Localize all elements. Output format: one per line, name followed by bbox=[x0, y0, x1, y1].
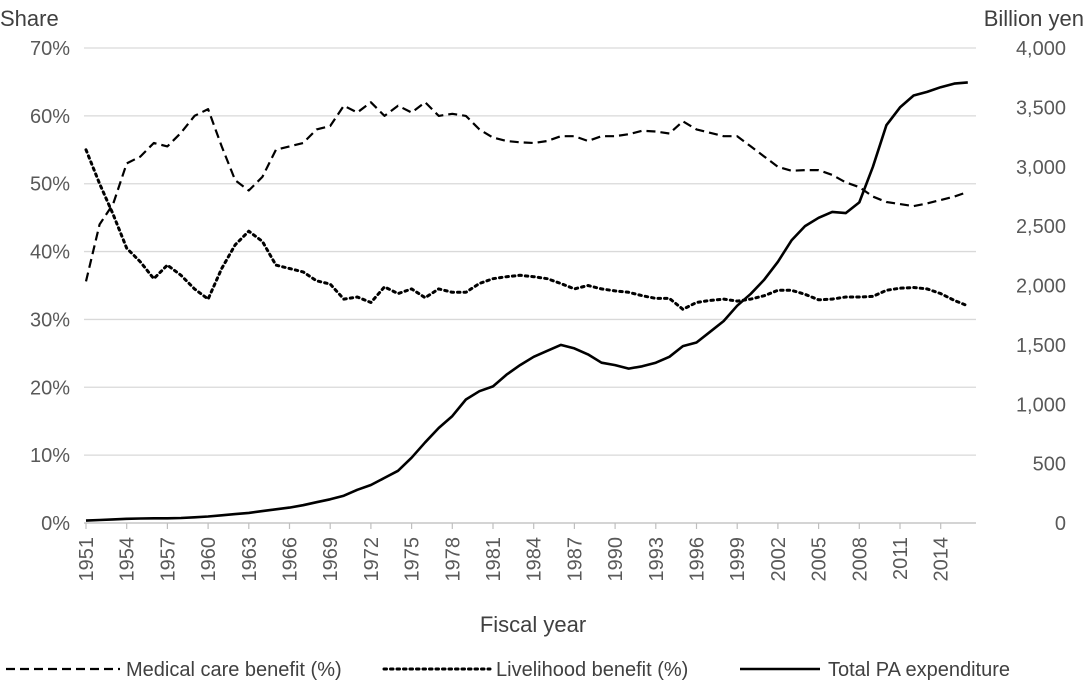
x-tick-label: 1993 bbox=[646, 537, 668, 582]
left-tick-label: 0% bbox=[41, 513, 70, 535]
left-tick-label: 50% bbox=[30, 174, 70, 196]
x-tick-label: 2014 bbox=[931, 537, 953, 582]
legend-label-total: Total PA expenditure bbox=[828, 659, 1010, 681]
x-tick-label: 1987 bbox=[564, 537, 586, 582]
right-axis-title: Billion yen bbox=[984, 6, 1084, 31]
left-tick-label: 20% bbox=[30, 377, 70, 399]
x-tick-label: 2008 bbox=[849, 537, 871, 582]
x-tick-label: 1981 bbox=[483, 537, 505, 582]
series-lines bbox=[84, 81, 970, 522]
x-axis-ticks: 1951 1954 1957 1960 1963 1966 1969 1972 1975 1978… bbox=[76, 523, 953, 582]
series-line-total-pa-expenditure bbox=[85, 81, 968, 522]
right-tick-label: 500 bbox=[1033, 454, 1066, 476]
right-tick-label: 1,000 bbox=[1016, 394, 1066, 416]
right-tick-label: 4,000 bbox=[1016, 38, 1066, 60]
x-tick-label: 1996 bbox=[687, 537, 709, 582]
gridlines bbox=[84, 47, 976, 524]
right-tick-label: 3,500 bbox=[1016, 97, 1066, 119]
legend-label-medical: Medical care benefit (%) bbox=[126, 659, 342, 681]
x-axis-title: Fiscal year bbox=[480, 612, 586, 637]
right-tick-label: 3,000 bbox=[1016, 157, 1066, 179]
left-axis-ticks: 0% 10% 20% 30% 40% 50% 60% 70% bbox=[30, 38, 70, 535]
x-tick-label: 1966 bbox=[280, 537, 302, 582]
x-tick-label: 2002 bbox=[768, 537, 790, 582]
x-tick-label: 1978 bbox=[442, 537, 464, 582]
series-line-livelihood bbox=[84, 148, 970, 311]
legend-label-livelihood: Livelihood benefit (%) bbox=[496, 659, 688, 681]
x-tick-label: 1960 bbox=[198, 537, 220, 582]
left-tick-label: 60% bbox=[30, 106, 70, 128]
x-tick-label: 1975 bbox=[402, 537, 424, 582]
x-tick-label: 1957 bbox=[157, 537, 179, 582]
x-tick-label: 1984 bbox=[524, 537, 546, 582]
left-tick-label: 40% bbox=[30, 242, 70, 264]
x-tick-label: 2011 bbox=[890, 537, 912, 580]
x-tick-label: 1969 bbox=[320, 537, 342, 582]
x-tick-label: 1990 bbox=[605, 537, 627, 582]
left-tick-label: 10% bbox=[30, 445, 70, 467]
x-tick-label: 2005 bbox=[809, 537, 831, 582]
series-line-medical-care bbox=[84, 101, 969, 282]
x-tick-label: 1963 bbox=[239, 537, 261, 582]
x-tick-label: 1999 bbox=[727, 537, 749, 582]
left-tick-label: 30% bbox=[30, 309, 70, 331]
right-axis-ticks: 0 500 1,000 1,500 2,000 2,500 3,000 3,500 4,000 bbox=[1016, 38, 1066, 535]
right-tick-label: 1,500 bbox=[1016, 335, 1066, 357]
left-tick-label: 70% bbox=[30, 38, 70, 60]
x-tick-label: 1972 bbox=[361, 537, 383, 582]
right-tick-label: 2,000 bbox=[1016, 276, 1066, 298]
x-tick-label: 1951 bbox=[76, 537, 98, 582]
right-tick-label: 0 bbox=[1055, 513, 1066, 535]
left-axis-title: Share bbox=[0, 6, 59, 31]
right-tick-label: 2,500 bbox=[1016, 216, 1066, 238]
legend: Medical care benefit (%) Livelihood bene… bbox=[6, 659, 1010, 681]
x-tick-label: 1954 bbox=[117, 537, 139, 582]
